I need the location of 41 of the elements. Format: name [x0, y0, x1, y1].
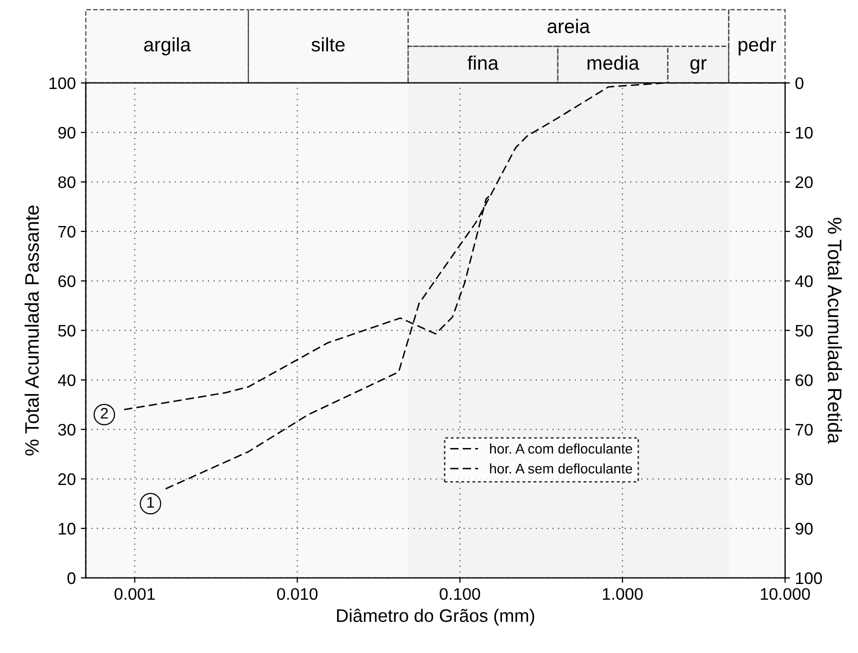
y2-tick-label: 90: [796, 522, 813, 535]
y-axis-title: % Total Acumulada Passante: [24, 206, 39, 456]
y-tick-label: 70: [58, 226, 76, 238]
y-tick-label: 90: [58, 126, 76, 139]
band-label: areia: [548, 18, 590, 34]
y-tick-label: 30: [58, 424, 76, 436]
annotation: 2: [100, 408, 108, 419]
y2-tick-label: 60: [796, 374, 813, 386]
y-tick-label: 0: [67, 572, 76, 584]
x-tick-label: 1.000: [602, 588, 643, 600]
band-label: silte: [311, 37, 345, 52]
y2-tick-label: 100: [796, 572, 822, 584]
legend-label: hor. A sem defloculante: [490, 463, 632, 474]
annotation: 1: [147, 497, 154, 508]
legend-label: hor. A com defloculante: [490, 443, 632, 454]
x-tick-label: 0.001: [114, 588, 155, 600]
y2-tick-label: 40: [795, 275, 813, 288]
y-tick-label: 40: [58, 374, 76, 386]
y2-tick-label: 0: [795, 77, 804, 90]
y-tick-label: 100: [50, 77, 76, 90]
band-label: argila: [144, 37, 191, 56]
x-tick-label: 0.010: [277, 588, 318, 600]
y-tick-label: 60: [58, 275, 76, 288]
y-tick-label: 20: [58, 473, 76, 486]
x-axis-title: Diâmetro do Grãos (mm): [337, 608, 534, 626]
x-tick-label: 0.100: [440, 588, 480, 600]
y2-axis-title: % Total Acumulada Retida: [828, 218, 842, 444]
y-tick-label: 10: [58, 522, 76, 535]
y2-tick-label: 70: [796, 424, 813, 436]
x-tick-label: 10.000: [760, 588, 810, 600]
y2-tick-label: 20: [796, 176, 813, 188]
y-tick-label: 80: [58, 176, 76, 188]
y2-tick-label: 80: [796, 473, 813, 486]
y2-tick-label: 30: [795, 226, 813, 238]
band-label: gr: [690, 59, 707, 74]
band-label: media: [588, 56, 640, 70]
y2-tick-label: 50: [795, 324, 813, 337]
band-label: fina: [468, 56, 499, 70]
y-tick-label: 50: [58, 324, 76, 337]
y2-tick-label: 10: [796, 126, 813, 139]
band-label: pedr: [738, 37, 776, 56]
